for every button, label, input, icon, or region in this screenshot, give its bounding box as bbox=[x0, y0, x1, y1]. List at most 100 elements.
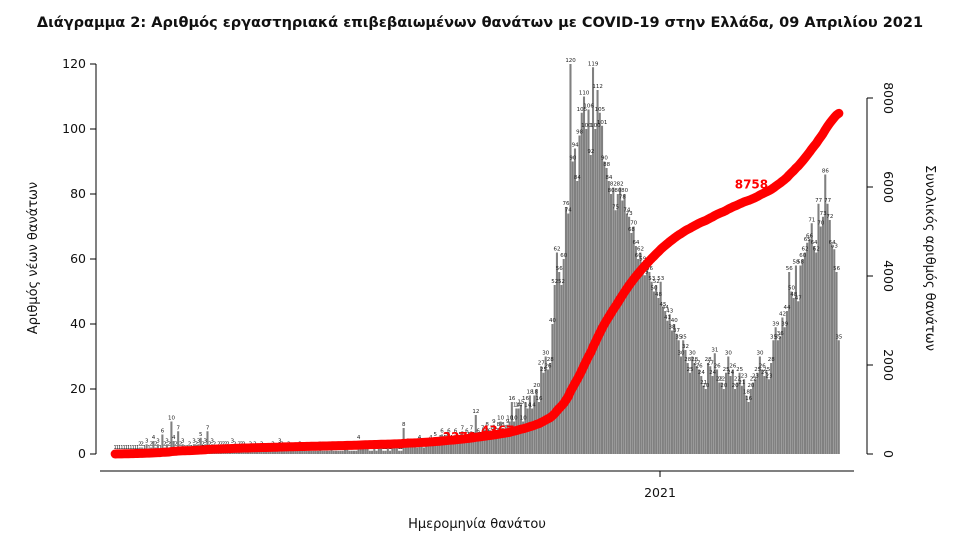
bar-value-label: 84 bbox=[605, 175, 612, 181]
bar-value-label: 6 bbox=[454, 429, 458, 435]
bar bbox=[431, 444, 434, 454]
bar bbox=[788, 272, 791, 454]
bar bbox=[623, 194, 626, 454]
bar-value-label: 44 bbox=[662, 305, 669, 311]
bar-value-label: 3 bbox=[278, 438, 282, 444]
bar bbox=[251, 450, 254, 454]
bar bbox=[625, 213, 628, 454]
bar bbox=[560, 285, 563, 454]
bar-value-label: 22 bbox=[716, 377, 723, 383]
bar bbox=[477, 434, 480, 454]
bar-value-label: 66 bbox=[806, 234, 813, 240]
bar bbox=[605, 168, 608, 454]
bar bbox=[779, 337, 782, 454]
bar-value-label: 24 bbox=[709, 370, 716, 376]
bar bbox=[346, 447, 349, 454]
bar-value-label: 20 bbox=[533, 383, 540, 389]
left-y-tick-label: 20 bbox=[70, 381, 86, 396]
bar-value-label: 6 bbox=[465, 429, 469, 435]
bar-value-label: 7 bbox=[503, 425, 507, 431]
bar-value-label: 106 bbox=[583, 104, 594, 110]
x-axis: 2021 bbox=[100, 470, 854, 500]
bar bbox=[686, 363, 689, 454]
bar-value-label: 7 bbox=[177, 425, 181, 431]
bar-value-label: 15 bbox=[517, 399, 524, 405]
bar bbox=[323, 450, 326, 454]
bar-value-label: 88 bbox=[603, 162, 610, 168]
right-y-tick-label: 6000 bbox=[881, 171, 896, 203]
bar bbox=[664, 311, 667, 454]
bar-value-label: 3 bbox=[156, 438, 160, 444]
right-y-tick-label: 8000 bbox=[881, 82, 896, 114]
bar-value-label: 8 bbox=[501, 422, 505, 428]
cumulative-value-label: 8758 bbox=[735, 178, 768, 192]
bar-value-label: 25 bbox=[736, 367, 743, 373]
bar-value-label: 2 bbox=[179, 442, 183, 448]
bar-value-label: 78 bbox=[619, 195, 626, 201]
bar-value-label: 27 bbox=[538, 360, 545, 366]
bar bbox=[774, 327, 777, 454]
bar-value-label: 75 bbox=[612, 204, 619, 210]
bar bbox=[614, 210, 617, 454]
bar bbox=[307, 450, 310, 454]
bar-value-label: 105 bbox=[595, 107, 606, 113]
bar bbox=[467, 437, 471, 454]
bar bbox=[312, 450, 315, 454]
bar bbox=[479, 437, 482, 454]
bar-value-label: 18 bbox=[743, 390, 750, 396]
bar bbox=[316, 450, 319, 454]
bar bbox=[821, 216, 825, 454]
bar bbox=[418, 441, 421, 454]
bar bbox=[610, 194, 613, 454]
bar-value-label: 3 bbox=[197, 438, 201, 444]
bar-value-label: 3 bbox=[145, 438, 149, 444]
bar-value-label: 110 bbox=[579, 91, 590, 97]
chart-title: Διάγραμμα 2: Αριθμός εργαστηριακά επιβεβ… bbox=[37, 15, 923, 31]
bar bbox=[725, 372, 728, 454]
bar bbox=[619, 187, 622, 454]
bar-value-label: 36 bbox=[777, 331, 784, 337]
bar bbox=[754, 379, 757, 454]
bar-value-label: 73 bbox=[626, 211, 633, 217]
bar bbox=[483, 434, 486, 454]
bar-value-label: 30 bbox=[689, 351, 696, 357]
bar bbox=[542, 372, 545, 454]
bar-value-label: 1 bbox=[118, 445, 122, 451]
bar bbox=[330, 447, 333, 454]
bar bbox=[393, 447, 396, 454]
bar-value-label: 26 bbox=[729, 364, 736, 370]
bar-value-label: 98 bbox=[576, 130, 583, 136]
bar bbox=[677, 340, 680, 454]
bar-value-label: 1 bbox=[122, 445, 126, 451]
bar bbox=[152, 441, 155, 454]
bar bbox=[812, 246, 816, 454]
bar bbox=[763, 376, 766, 454]
left-y-tick-label: 100 bbox=[62, 121, 86, 136]
bar bbox=[285, 450, 288, 454]
bar bbox=[596, 90, 599, 454]
bar bbox=[668, 314, 671, 454]
bar-value-label: 1 bbox=[127, 445, 131, 451]
bar-value-label: 52 bbox=[653, 279, 660, 285]
bar bbox=[824, 174, 827, 454]
bar bbox=[558, 272, 561, 454]
bar-value-label: 2 bbox=[154, 442, 158, 448]
bar-value-label: 71 bbox=[808, 217, 815, 223]
bar bbox=[553, 285, 556, 454]
bar bbox=[758, 356, 761, 454]
bar bbox=[283, 450, 286, 454]
bar-value-label: 30 bbox=[678, 351, 685, 357]
bar-value-label: 20 bbox=[747, 383, 754, 389]
bar bbox=[497, 428, 500, 454]
bar-value-label: 16 bbox=[745, 396, 752, 402]
left-y-tick-label: 80 bbox=[70, 186, 86, 201]
bar bbox=[661, 307, 664, 454]
bar-value-label: 30 bbox=[756, 351, 763, 357]
bar-value-label: 8 bbox=[402, 422, 406, 428]
bar-value-label: 56 bbox=[833, 266, 840, 272]
bar-value-label: 25 bbox=[763, 367, 770, 373]
bar-value-label: 31 bbox=[711, 347, 718, 353]
bar bbox=[727, 356, 730, 454]
bar-value-label: 3 bbox=[231, 438, 235, 444]
bar-value-label: 3 bbox=[181, 438, 185, 444]
